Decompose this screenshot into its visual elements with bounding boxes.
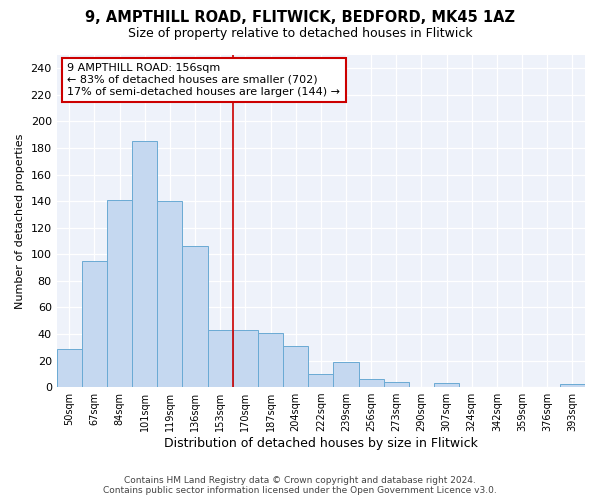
Bar bbox=[283, 346, 308, 387]
X-axis label: Distribution of detached houses by size in Flitwick: Distribution of detached houses by size … bbox=[164, 437, 478, 450]
Bar bbox=[258, 332, 283, 387]
Text: 9, AMPTHILL ROAD, FLITWICK, BEDFORD, MK45 1AZ: 9, AMPTHILL ROAD, FLITWICK, BEDFORD, MK4… bbox=[85, 10, 515, 25]
Text: 9 AMPTHILL ROAD: 156sqm
← 83% of detached houses are smaller (702)
17% of semi-d: 9 AMPTHILL ROAD: 156sqm ← 83% of detache… bbox=[67, 64, 340, 96]
Text: Contains HM Land Registry data © Crown copyright and database right 2024.
Contai: Contains HM Land Registry data © Crown c… bbox=[103, 476, 497, 495]
Bar bbox=[208, 330, 233, 387]
Y-axis label: Number of detached properties: Number of detached properties bbox=[15, 134, 25, 308]
Bar bbox=[233, 330, 258, 387]
Text: Size of property relative to detached houses in Flitwick: Size of property relative to detached ho… bbox=[128, 28, 472, 40]
Bar bbox=[56, 348, 82, 387]
Bar bbox=[384, 382, 409, 387]
Bar bbox=[107, 200, 132, 387]
Bar bbox=[82, 261, 107, 387]
Bar bbox=[334, 362, 359, 387]
Bar bbox=[560, 384, 585, 387]
Bar bbox=[132, 142, 157, 387]
Bar bbox=[434, 383, 459, 387]
Bar bbox=[359, 379, 384, 387]
Bar bbox=[157, 201, 182, 387]
Bar bbox=[308, 374, 334, 387]
Bar bbox=[182, 246, 208, 387]
